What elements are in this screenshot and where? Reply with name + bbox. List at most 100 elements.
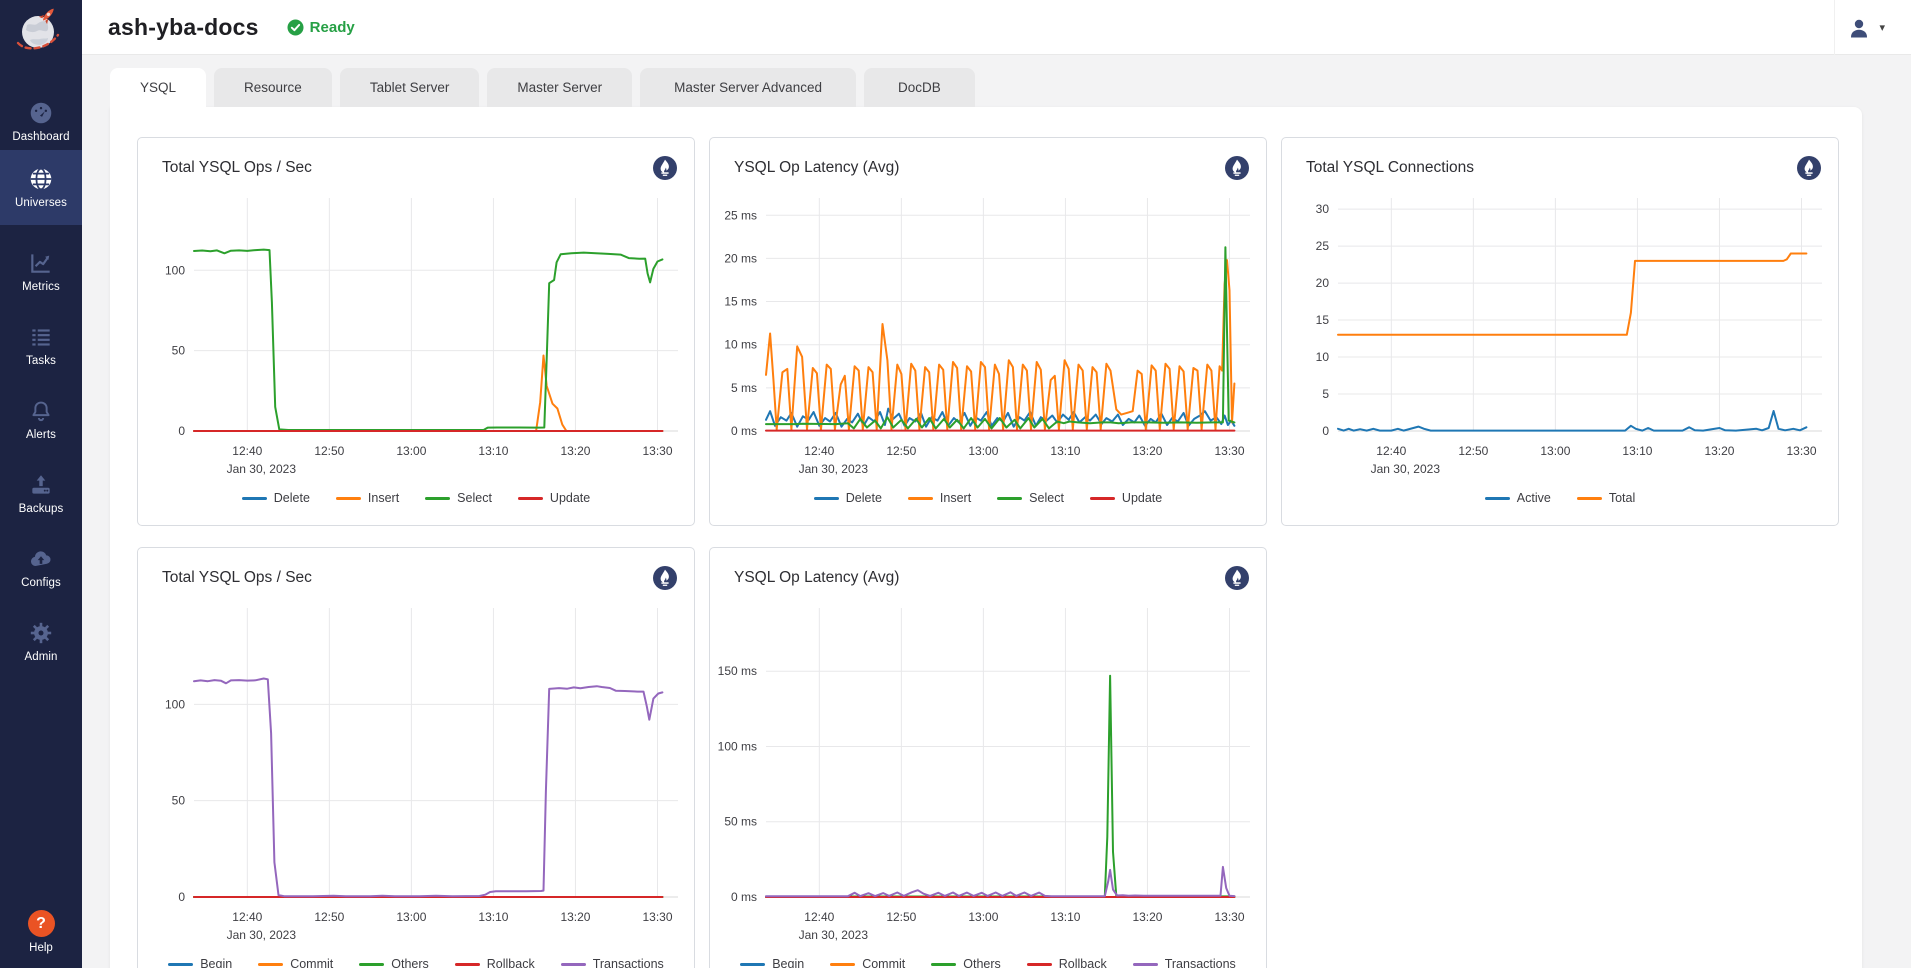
legend-item-rollback[interactable]: Rollback — [1027, 957, 1107, 968]
legend-item-update[interactable]: Update — [518, 491, 590, 505]
legend-label: Others — [391, 957, 429, 968]
sidebar-item-label: Backups — [19, 503, 64, 515]
legend-swatch — [359, 963, 384, 966]
prometheus-icon[interactable] — [1796, 155, 1822, 181]
sidebar-item-label: Metrics — [22, 281, 60, 293]
svg-text:Jan 30, 2023: Jan 30, 2023 — [227, 462, 297, 476]
metrics-card: Total YSQL Ops / Sec 12:40Jan 30, 202312… — [110, 107, 1862, 968]
chart-panel-ysql-op-latency-txn: YSQL Op Latency (Avg) 12:40Jan 30, 20231… — [709, 547, 1267, 968]
svg-text:20 ms: 20 ms — [724, 251, 757, 265]
check-circle-icon — [287, 19, 304, 36]
legend-label: Select — [457, 491, 492, 505]
chart-plot[interactable]: 12:40Jan 30, 202312:5013:0013:1013:2013:… — [138, 184, 694, 489]
chart-plot[interactable]: 12:40Jan 30, 202312:5013:0013:1013:2013:… — [138, 594, 694, 955]
chart-title: Total YSQL Ops / Sec — [162, 569, 312, 587]
sidebar-item-backups[interactable]: Backups — [0, 456, 82, 530]
legend-item-insert[interactable]: Insert — [908, 491, 971, 505]
legend-label: Total — [1609, 491, 1635, 505]
chevron-down-icon: ▾ — [1879, 21, 1885, 34]
legend-swatch — [814, 497, 839, 500]
svg-text:0 ms: 0 ms — [731, 424, 757, 438]
chart-plot[interactable]: 12:40Jan 30, 202312:5013:0013:1013:2013:… — [1282, 184, 1838, 489]
prometheus-icon[interactable] — [1224, 565, 1250, 591]
legend-item-others[interactable]: Others — [359, 957, 429, 968]
tab-tablet-server[interactable]: Tablet Server — [340, 68, 480, 107]
chart-legend[interactable]: Delete Insert Select Update — [138, 491, 694, 505]
sidebar-item-admin[interactable]: Admin — [0, 604, 82, 678]
chart-legend[interactable]: Begin Commit Others Rollback Transactions — [710, 957, 1266, 968]
chart-legend[interactable]: Active Total — [1282, 491, 1838, 505]
legend-item-delete[interactable]: Delete — [242, 491, 310, 505]
legend-swatch — [1027, 963, 1052, 966]
legend-item-begin[interactable]: Begin — [168, 957, 232, 968]
legend-label: Update — [550, 491, 590, 505]
legend-item-begin[interactable]: Begin — [740, 957, 804, 968]
gauge-icon — [28, 100, 54, 126]
tab-master-server-advanced[interactable]: Master Server Advanced — [640, 68, 856, 107]
sidebar-item-configs[interactable]: Configs — [0, 530, 82, 604]
cloud-upload-icon — [28, 546, 54, 572]
sidebar-item-universes[interactable]: Universes — [0, 150, 82, 225]
sidebar-item-metrics[interactable]: Metrics — [0, 234, 82, 308]
svg-text:5: 5 — [1322, 387, 1329, 401]
legend-swatch — [258, 963, 283, 966]
sidebar-item-label: Configs — [21, 577, 61, 589]
svg-text:Jan 30, 2023: Jan 30, 2023 — [1371, 462, 1441, 476]
legend-swatch — [1090, 497, 1115, 500]
legend-item-rollback[interactable]: Rollback — [455, 957, 535, 968]
header: ash-yba-docs Ready ▾ — [82, 0, 1911, 55]
prometheus-icon[interactable] — [1224, 155, 1250, 181]
tab-ysql[interactable]: YSQL — [110, 68, 206, 107]
legend-swatch — [1577, 497, 1602, 500]
backup-upload-icon — [28, 472, 54, 498]
svg-text:13:30: 13:30 — [1786, 444, 1816, 458]
chart-legend[interactable]: Delete Insert Select Update — [710, 491, 1266, 505]
sidebar-item-help[interactable]: ? Help — [0, 910, 82, 954]
tab-docdb[interactable]: DocDB — [864, 68, 975, 107]
svg-text:25 ms: 25 ms — [724, 208, 757, 222]
svg-text:13:10: 13:10 — [478, 444, 508, 458]
legend-item-select[interactable]: Select — [425, 491, 492, 505]
svg-text:25: 25 — [1316, 239, 1330, 253]
svg-text:13:30: 13:30 — [1214, 444, 1244, 458]
legend-item-transactions[interactable]: Transactions — [561, 957, 664, 968]
legend-item-insert[interactable]: Insert — [336, 491, 399, 505]
prometheus-icon[interactable] — [652, 565, 678, 591]
legend-swatch — [1485, 497, 1510, 500]
user-menu[interactable]: ▾ — [1834, 0, 1897, 55]
svg-text:13:00: 13:00 — [396, 444, 426, 458]
svg-text:30: 30 — [1316, 202, 1330, 216]
tab-resource[interactable]: Resource — [214, 68, 332, 107]
svg-text:13:30: 13:30 — [642, 444, 672, 458]
legend-swatch — [830, 963, 855, 966]
legend-item-select[interactable]: Select — [997, 491, 1064, 505]
legend-item-others[interactable]: Others — [931, 957, 1001, 968]
svg-text:13:20: 13:20 — [560, 444, 590, 458]
svg-text:13:20: 13:20 — [1704, 444, 1734, 458]
sidebar-item-tasks[interactable]: Tasks — [0, 308, 82, 382]
legend-item-transactions[interactable]: Transactions — [1133, 957, 1236, 968]
svg-text:100 ms: 100 ms — [718, 739, 757, 753]
tab-master-server[interactable]: Master Server — [487, 68, 632, 107]
legend-item-update[interactable]: Update — [1090, 491, 1162, 505]
yugabyte-logo[interactable] — [14, 5, 64, 55]
svg-text:13:10: 13:10 — [1050, 910, 1080, 924]
legend-item-commit[interactable]: Commit — [258, 957, 333, 968]
sidebar-item-alerts[interactable]: Alerts — [0, 382, 82, 456]
legend-label: Insert — [368, 491, 399, 505]
chart-plot[interactable]: 12:40Jan 30, 202312:5013:0013:1013:2013:… — [710, 184, 1266, 489]
sidebar-item-label: Universes — [15, 197, 67, 209]
chart-legend[interactable]: Begin Commit Others Rollback Transactions — [138, 957, 694, 968]
chart-plot[interactable]: 12:40Jan 30, 202312:5013:0013:1013:2013:… — [710, 594, 1266, 955]
legend-item-total[interactable]: Total — [1577, 491, 1635, 505]
svg-text:13:20: 13:20 — [560, 910, 590, 924]
svg-text:13:30: 13:30 — [1214, 910, 1244, 924]
prometheus-icon[interactable] — [652, 155, 678, 181]
legend-swatch — [425, 497, 450, 500]
legend-item-active[interactable]: Active — [1485, 491, 1551, 505]
status-label: Ready — [310, 19, 355, 36]
legend-item-commit[interactable]: Commit — [830, 957, 905, 968]
sidebar-item-dashboard[interactable]: Dashboard — [0, 84, 82, 158]
legend-item-delete[interactable]: Delete — [814, 491, 882, 505]
legend-label: Transactions — [1165, 957, 1236, 968]
